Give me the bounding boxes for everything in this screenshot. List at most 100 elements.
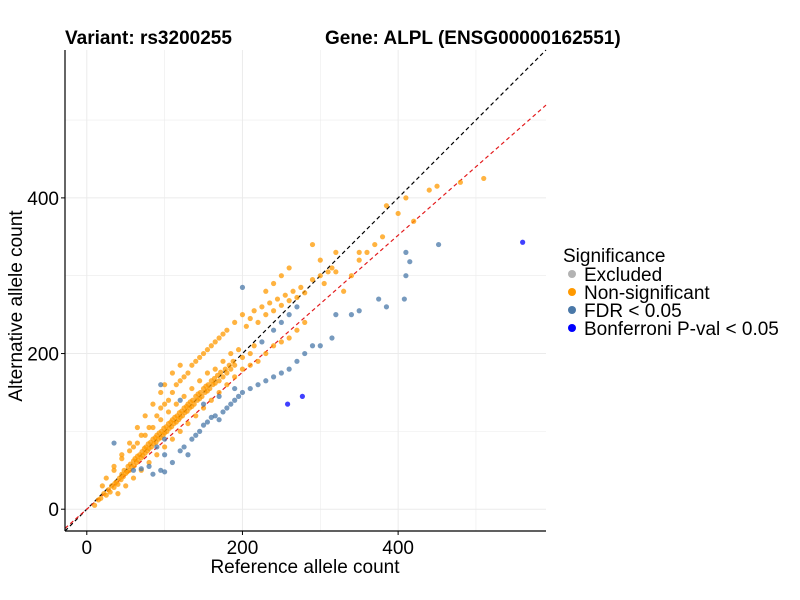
data-point [356, 308, 362, 314]
data-point [111, 484, 117, 491]
data-point [189, 362, 195, 368]
data-point [294, 304, 300, 310]
data-point [154, 444, 160, 450]
data-point [263, 350, 269, 357]
data-point [333, 269, 339, 275]
axes: 0 200 400 0 200 400 [27, 50, 546, 559]
y-tick-label: 200 [27, 345, 59, 366]
data-point [158, 405, 164, 411]
data-point [107, 489, 113, 495]
data-point [197, 378, 203, 384]
data-point [177, 448, 183, 454]
data-point [224, 370, 230, 376]
data-point [282, 292, 288, 298]
data-point [177, 428, 183, 434]
data-point [177, 397, 183, 403]
data-point [403, 273, 409, 279]
data-point [321, 280, 327, 287]
data-point [401, 296, 407, 302]
data-point [356, 257, 362, 263]
data-point [309, 343, 316, 349]
x-axis-title: Reference allele count [210, 557, 400, 578]
data-point [426, 187, 432, 193]
data-point [162, 382, 168, 388]
data-point [317, 257, 323, 263]
data-point [232, 397, 238, 403]
data-point [274, 296, 281, 302]
data-point [204, 347, 211, 353]
data-point [239, 354, 246, 361]
data-point [278, 370, 284, 376]
data-point [111, 467, 117, 473]
data-point [185, 420, 191, 427]
data-point [224, 382, 230, 388]
data-point [197, 389, 204, 396]
data-point [284, 401, 291, 407]
data-point [286, 265, 292, 271]
data-point [134, 440, 140, 446]
data-point [278, 302, 284, 308]
data-point [99, 483, 105, 489]
data-point [191, 401, 197, 407]
data-point [267, 300, 273, 306]
data-point [169, 436, 176, 442]
grid [65, 50, 546, 531]
data-point [181, 374, 187, 380]
data-point [247, 362, 253, 368]
legend-swatch [568, 306, 576, 314]
data-point [224, 327, 230, 333]
data-point [154, 452, 160, 458]
data-point [232, 385, 238, 392]
data-point [232, 319, 238, 326]
data-point [286, 312, 292, 318]
data-point [193, 413, 199, 419]
data-point [220, 374, 226, 380]
data-point [146, 463, 152, 469]
data-point [270, 374, 277, 380]
data-point [177, 378, 183, 384]
data-point [119, 452, 125, 458]
legend-label: Non-significant [584, 283, 710, 304]
data-point [270, 308, 277, 314]
data-point [294, 358, 300, 364]
data-point [119, 456, 125, 462]
data-point [130, 467, 137, 473]
data-point [228, 366, 234, 372]
data-point [317, 273, 323, 279]
data-point [411, 218, 417, 224]
data-point [115, 481, 121, 487]
data-point [158, 467, 164, 473]
data-point [259, 304, 265, 310]
data-point [286, 298, 292, 304]
data-point [239, 366, 246, 372]
data-point [200, 401, 207, 407]
data-point [181, 393, 187, 399]
data-point [302, 319, 308, 326]
data-point [325, 269, 331, 275]
data-point [222, 366, 228, 372]
data-point [372, 241, 378, 248]
data-point [228, 350, 234, 357]
data-point [220, 409, 226, 415]
legend-swatch [568, 288, 576, 296]
data-point [173, 382, 179, 388]
data-point [181, 444, 187, 450]
data-point [216, 335, 222, 341]
data-point [383, 203, 390, 209]
data-point [162, 469, 168, 475]
data-point [98, 495, 104, 501]
data-point [111, 463, 117, 469]
title-variant: Variant: rs3200255 [65, 28, 232, 49]
data-point [189, 385, 195, 392]
data-point [298, 284, 304, 290]
data-point [208, 414, 214, 420]
data-point [134, 424, 140, 431]
data-point [220, 358, 226, 364]
data-point [278, 339, 284, 345]
data-point [111, 440, 117, 446]
data-point [348, 273, 355, 279]
data-point [158, 382, 164, 388]
data-point [197, 428, 203, 434]
data-point [169, 459, 176, 466]
data-point [212, 413, 218, 419]
